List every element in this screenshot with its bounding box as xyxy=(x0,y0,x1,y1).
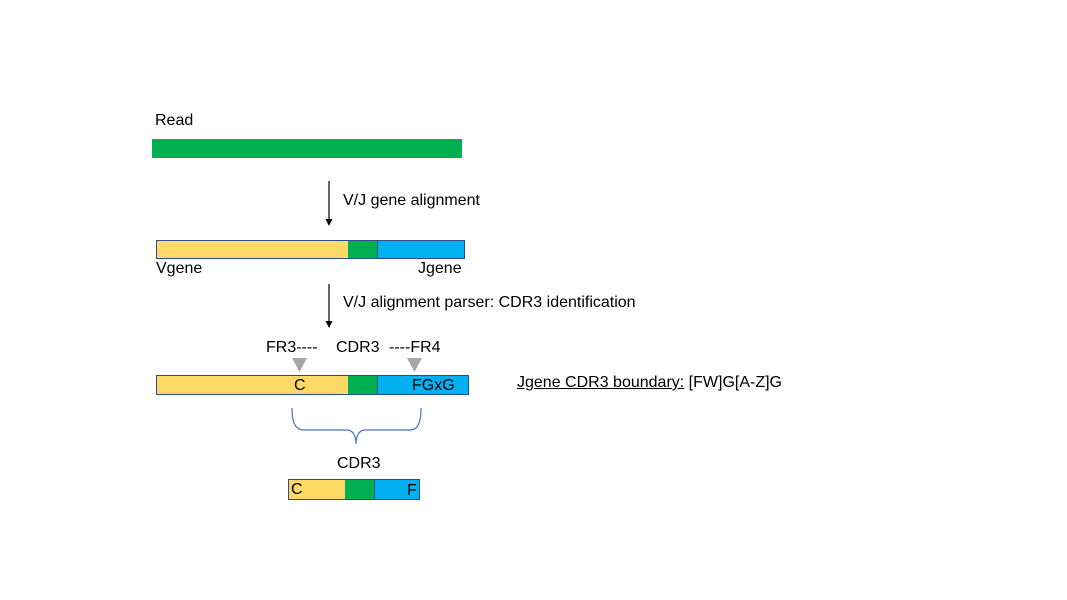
annotated-bar xyxy=(156,375,469,395)
cdr3-v-segment xyxy=(289,480,345,499)
junction-segment xyxy=(348,241,377,258)
cdr3-end-f: F xyxy=(407,482,417,499)
step1-label: V/J gene alignment xyxy=(343,192,480,209)
boundary-note: Jgene CDR3 boundary: [FW]G[A-Z]G xyxy=(517,374,782,392)
vgene-segment xyxy=(157,376,348,394)
boundary-note-pattern: [FW]G[A-Z]G xyxy=(688,374,782,391)
read-label: Read xyxy=(155,112,194,129)
fr3-label: FR3---- xyxy=(266,339,318,356)
read-bar xyxy=(152,139,462,158)
v-motif-c: C xyxy=(294,377,306,394)
cdr3-result-label: CDR3 xyxy=(337,455,381,472)
cdr3-start-c: C xyxy=(291,481,303,498)
jgene-segment xyxy=(377,376,468,394)
cdr3-region-label: CDR3 xyxy=(336,339,380,356)
aligned-bar xyxy=(156,240,465,259)
vgene-label: Vgene xyxy=(156,260,203,277)
cdr3-bar xyxy=(288,479,420,500)
vgene-segment xyxy=(157,241,348,258)
junction-segment xyxy=(348,376,377,394)
cdr3-junction-segment xyxy=(345,480,374,499)
jgene-segment xyxy=(377,241,464,258)
boundary-note-prefix: Jgene CDR3 boundary: xyxy=(517,374,685,391)
step2-label: V/J alignment parser: CDR3 identificatio… xyxy=(343,294,636,311)
fr4-label: ----FR4 xyxy=(389,339,441,356)
cdr3-j-segment xyxy=(374,480,419,499)
jgene-label: Jgene xyxy=(418,260,462,277)
j-motif-fgxg: FGxG xyxy=(412,377,455,394)
